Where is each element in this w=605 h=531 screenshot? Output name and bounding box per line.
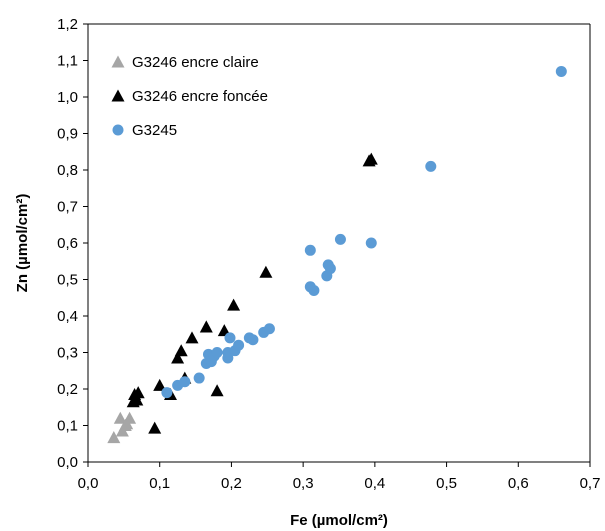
- y-tick-label: 0,2: [57, 381, 78, 398]
- y-tick-label: 0,8: [57, 162, 78, 179]
- data-point: [263, 323, 275, 335]
- y-tick-label: 1,1: [57, 53, 78, 70]
- x-tick-label: 0,3: [293, 475, 314, 492]
- data-point: [199, 320, 213, 333]
- series-1: [107, 411, 137, 444]
- data-point: [425, 160, 437, 172]
- data-point: [130, 393, 144, 406]
- y-tick-label: 0,0: [57, 454, 78, 471]
- x-tick-label: 0,1: [149, 475, 170, 492]
- data-point: [304, 244, 316, 256]
- y-tick-label: 0,1: [57, 418, 78, 435]
- x-tick-label: 0,5: [436, 475, 457, 492]
- data-point: [193, 372, 205, 384]
- data-point: [107, 431, 121, 444]
- legend: G3246 encre claire G3246 encre foncée G324…: [111, 54, 268, 139]
- data-point: [153, 378, 167, 391]
- legend-label-1: G3246 encre claire: [132, 54, 259, 71]
- data-point: [210, 384, 224, 397]
- legend-marker-3: [112, 124, 124, 136]
- data-point: [148, 421, 162, 434]
- x-axis-ticks: 0,0 0,1 0,2 0,3 0,4 0,5 0,6 0,7: [78, 462, 601, 492]
- data-points: [107, 65, 567, 444]
- y-tick-label: 0,6: [57, 235, 78, 252]
- y-tick-label: 1,0: [57, 89, 78, 106]
- series-3: [161, 65, 567, 399]
- data-point: [364, 152, 378, 165]
- data-point: [211, 347, 223, 358]
- data-point: [185, 331, 199, 344]
- data-point: [174, 344, 188, 357]
- x-tick-label: 0,2: [221, 475, 242, 492]
- data-point: [334, 233, 346, 245]
- data-point: [247, 334, 259, 346]
- data-point: [224, 332, 236, 344]
- data-point: [324, 263, 336, 275]
- y-tick-label: 0,7: [57, 199, 78, 216]
- y-tick-label: 0,9: [57, 126, 78, 143]
- legend-label-3: G3245: [132, 122, 177, 139]
- y-tick-label: 0,5: [57, 272, 78, 289]
- legend-marker-1: [111, 55, 125, 68]
- x-tick-label: 0,0: [78, 475, 99, 492]
- data-point: [179, 376, 191, 388]
- y-tick-label: 0,4: [57, 308, 78, 325]
- data-point: [113, 411, 127, 424]
- data-point: [259, 265, 273, 278]
- data-point: [131, 386, 145, 399]
- data-point: [123, 411, 137, 424]
- data-point: [308, 284, 320, 296]
- data-point: [227, 298, 241, 311]
- y-axis-ticks: 0,0 0,1 0,2 0,3 0,4 0,5 0,6 0,7 0,8 0,9 1,0 1,1 1,2: [57, 16, 88, 471]
- x-tick-label: 0,7: [580, 475, 601, 492]
- legend-label-2: G3246 encre foncée: [132, 88, 268, 105]
- y-tick-label: 1,2: [57, 16, 78, 33]
- x-tick-label: 0,4: [364, 475, 385, 492]
- y-tick-label: 0,3: [57, 345, 78, 362]
- data-point: [365, 237, 377, 249]
- x-axis-title: Fe (µmol/cm²): [290, 512, 388, 529]
- y-axis-title: Zn (µmol/cm²): [14, 194, 31, 293]
- data-point: [161, 387, 173, 399]
- x-tick-label: 0,6: [508, 475, 529, 492]
- data-point: [233, 339, 245, 351]
- data-point: [171, 351, 185, 364]
- data-point: [555, 65, 567, 77]
- legend-marker-2: [111, 89, 125, 102]
